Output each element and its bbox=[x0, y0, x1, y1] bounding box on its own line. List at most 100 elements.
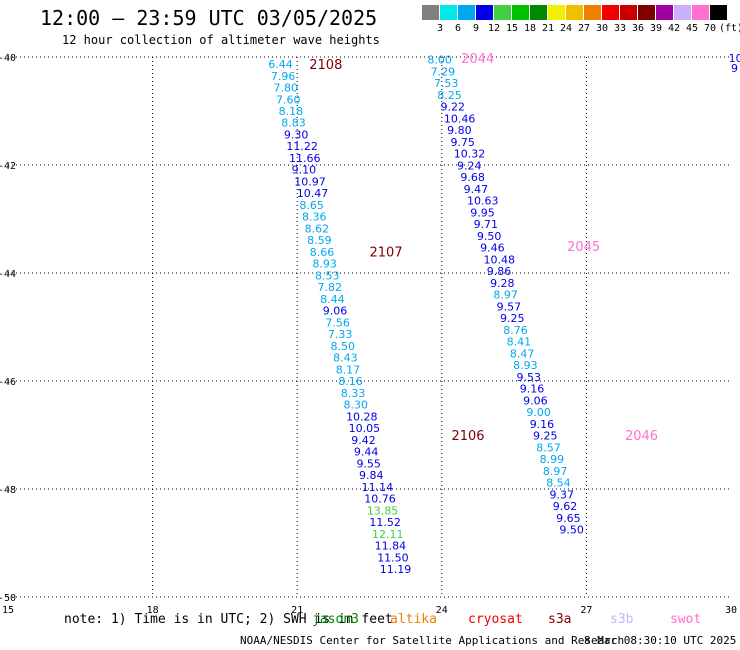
y-tick-label: -50 bbox=[0, 593, 16, 604]
swh-value-track-a: 7.60 bbox=[276, 93, 301, 106]
swh-value-track-a: 8.59 bbox=[307, 234, 332, 247]
satellite-label: swot bbox=[670, 612, 702, 627]
satellite-label: cryosat bbox=[468, 612, 523, 627]
swh-value-track-b: 7.53 bbox=[434, 77, 459, 90]
legend-label: 21 bbox=[541, 23, 555, 34]
swh-value-track-a: 9.42 bbox=[351, 434, 376, 447]
swh-value-track-b: 8.97 bbox=[543, 465, 568, 478]
swh-value-track-a: 10.76 bbox=[364, 493, 396, 506]
swh-value-track-b: 9.62 bbox=[553, 500, 578, 513]
swh-value-track-b: 9.53 bbox=[516, 371, 541, 384]
legend-label: 9 bbox=[472, 23, 480, 34]
swh-value-track-a: 7.96 bbox=[271, 70, 296, 83]
swh-value-track-b: 7.29 bbox=[431, 65, 456, 78]
legend-swatch bbox=[692, 5, 709, 20]
legend-label: 42 bbox=[667, 23, 681, 34]
swh-value-track-a: 9.55 bbox=[356, 457, 381, 470]
chart-subtitle: 12 hour collection of altimeter wave hei… bbox=[62, 33, 380, 47]
swh-value-track-a: 11.22 bbox=[286, 140, 318, 153]
swh-value-track-a: 8.93 bbox=[312, 258, 337, 271]
swh-value-track-b: 10.32 bbox=[454, 148, 486, 161]
satellite-label: s3a bbox=[548, 612, 572, 627]
legend-label: 27 bbox=[577, 23, 591, 34]
legend-swatch bbox=[656, 5, 673, 20]
swh-value-track-a: 7.82 bbox=[318, 281, 343, 294]
swh-value-track-b: 8.00 bbox=[427, 54, 452, 67]
swh-value-track-a: 10.97 bbox=[294, 175, 326, 188]
swh-value-track-b: 9.28 bbox=[490, 277, 514, 290]
pass-number-label: 2046 bbox=[625, 429, 658, 444]
legend-swatch bbox=[476, 5, 493, 20]
swh-value-track-b: 8.54 bbox=[546, 477, 571, 490]
satellite-label: altika bbox=[390, 612, 437, 627]
legend-unit: (ft) bbox=[719, 23, 740, 34]
legend-label: 6 bbox=[454, 23, 462, 34]
swh-value-track-a: 11.50 bbox=[377, 551, 409, 564]
legend-swatch bbox=[638, 5, 655, 20]
pass-number-label: 2044 bbox=[461, 52, 494, 67]
legend-label: 36 bbox=[631, 23, 645, 34]
y-tick-label: -40 bbox=[0, 53, 16, 64]
swh-value-track-b: 9.00 bbox=[526, 406, 551, 419]
swh-value-track-a: 9.84 bbox=[359, 469, 384, 482]
footer-credit: NOAA/NESDIS Center for Satellite Applica… bbox=[240, 634, 625, 647]
legend-swatch bbox=[512, 5, 529, 20]
legend-label: 24 bbox=[559, 23, 573, 34]
legend-swatch bbox=[458, 5, 475, 20]
swh-value-track-a: 8.44 bbox=[320, 293, 345, 306]
swh-value-track-a: 8.43 bbox=[333, 352, 358, 365]
y-tick-label: -46 bbox=[0, 377, 16, 388]
swh-value-track-a: 8.30 bbox=[343, 399, 368, 412]
swh-value-track-b: 9.37 bbox=[550, 488, 575, 501]
swh-value-track-a: 8.62 bbox=[305, 222, 330, 235]
legend-swatch bbox=[440, 5, 457, 20]
legend-swatch bbox=[494, 5, 511, 20]
swh-value-edge: 10 bbox=[729, 52, 740, 65]
legend-swatch bbox=[422, 5, 439, 20]
swh-value-track-b: 9.68 bbox=[460, 171, 485, 184]
footer-timestamp: 8 Mar 08:30:10 UTC 2025 bbox=[584, 634, 737, 647]
swh-value-track-a: 8.33 bbox=[341, 387, 366, 400]
legend-swatch bbox=[548, 5, 565, 20]
pass-number-label: 2045 bbox=[567, 240, 600, 255]
swh-value-track-b: 10.48 bbox=[483, 253, 514, 266]
x-tick-label: 30 bbox=[725, 605, 737, 616]
swh-value-track-b: 9.57 bbox=[497, 300, 521, 313]
swh-value-track-a: 7.80 bbox=[273, 82, 298, 95]
legend-swatch bbox=[584, 5, 601, 20]
swh-value-track-a: 8.16 bbox=[338, 375, 363, 388]
swh-value-track-b: 10.63 bbox=[467, 195, 499, 208]
swh-value-track-b: 8.97 bbox=[493, 289, 518, 302]
swh-value-track-a: 9.10 bbox=[292, 164, 317, 177]
legend-label: 18 bbox=[523, 23, 537, 34]
swh-value-track-b: 8.76 bbox=[503, 324, 528, 337]
swh-value-track-b: 10.46 bbox=[444, 112, 476, 125]
swh-value-track-a: 8.83 bbox=[281, 117, 306, 130]
x-tick-label: 27 bbox=[580, 605, 592, 616]
swh-value-track-a: 9.30 bbox=[284, 128, 309, 141]
swh-value-track-b: 8.41 bbox=[507, 336, 532, 349]
satellite-label: jason3 bbox=[312, 612, 359, 627]
swh-value-track-b: 8.99 bbox=[540, 453, 565, 466]
swh-value-track-b: 9.80 bbox=[447, 124, 472, 137]
swh-value-track-a: 11.52 bbox=[369, 516, 401, 529]
swh-value-track-b: 9.22 bbox=[441, 101, 466, 114]
swh-value-track-b: 9.06 bbox=[523, 394, 548, 407]
y-tick-label: -44 bbox=[0, 269, 16, 280]
swh-value-track-a: 8.18 bbox=[279, 105, 304, 118]
satellite-label: s3b bbox=[610, 612, 634, 627]
swh-value-track-b: 9.25 bbox=[533, 430, 558, 443]
swh-value-track-b: 9.71 bbox=[474, 218, 499, 231]
swh-value-track-b: 8.93 bbox=[513, 359, 538, 372]
legend-label: 3 bbox=[436, 23, 444, 34]
legend-swatch bbox=[602, 5, 619, 20]
swh-value-track-b: 9.24 bbox=[457, 159, 482, 172]
legend-label: 15 bbox=[505, 23, 519, 34]
y-tick-label: -48 bbox=[0, 485, 16, 496]
swh-value-track-b: 9.65 bbox=[556, 512, 581, 525]
swh-value-track-a: 6.44 bbox=[268, 58, 293, 71]
swh-value-track-b: 9.50 bbox=[559, 524, 584, 537]
swh-value-track-b: 9.25 bbox=[500, 312, 525, 325]
chart-title: 12:00 – 23:59 UTC 03/05/2025 bbox=[40, 6, 378, 30]
